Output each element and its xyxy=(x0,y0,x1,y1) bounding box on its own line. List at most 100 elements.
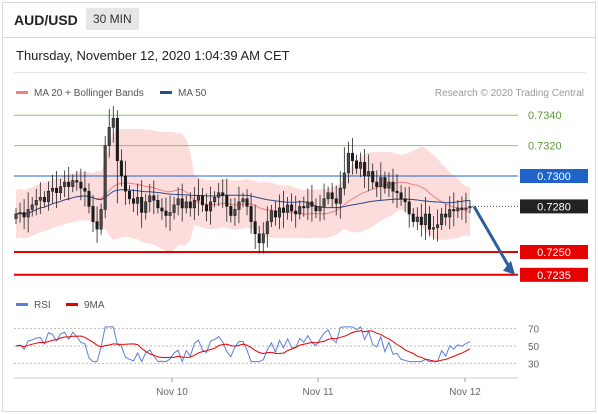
candle-body xyxy=(136,197,140,204)
legend-ma50: MA 50 xyxy=(160,88,206,99)
level-label-0.7300: 0.7300 xyxy=(537,171,571,183)
candle-body xyxy=(152,195,156,201)
x-tick-label: Nov 11 xyxy=(303,387,334,398)
candle-body xyxy=(342,172,346,189)
candle-body xyxy=(18,212,22,215)
candle-body xyxy=(273,210,277,218)
candle-body xyxy=(350,152,354,162)
candle-body xyxy=(359,162,363,169)
candle-body xyxy=(184,201,188,209)
candle-body xyxy=(363,162,367,177)
level-tag-0.7250 xyxy=(520,245,588,259)
candle-body xyxy=(127,190,132,200)
candle-body xyxy=(379,177,383,187)
candle-body xyxy=(436,224,440,228)
symbol-title: AUD/USD xyxy=(14,12,78,28)
candle-body xyxy=(286,204,290,213)
candle-body xyxy=(107,127,111,146)
candle-body xyxy=(334,198,338,204)
candle-body xyxy=(95,221,99,230)
level-label-0.7250: 0.7250 xyxy=(537,247,571,259)
legend-rsi-swatch xyxy=(16,302,28,306)
candle-body xyxy=(346,152,350,174)
candle-body xyxy=(30,204,34,210)
candle-body xyxy=(448,209,452,218)
x-tick-label: Nov 10 xyxy=(156,387,188,398)
level-label-0.7340: 0.7340 xyxy=(528,110,562,122)
candle-body xyxy=(367,171,371,177)
candle-body xyxy=(87,190,91,207)
candle-body xyxy=(200,195,204,206)
legend-rsi: RSI xyxy=(16,300,51,311)
candle-body xyxy=(306,201,310,209)
rsi-tick-70: 70 xyxy=(528,325,540,336)
current-price-label: 0.7280 xyxy=(537,201,571,213)
candle-body xyxy=(192,200,196,209)
candle-body xyxy=(269,210,273,222)
candle-body xyxy=(83,187,87,192)
candle-body xyxy=(209,201,213,212)
level-label-0.7235: 0.7235 xyxy=(537,270,571,282)
candle-body xyxy=(22,212,26,218)
candle-body xyxy=(38,197,42,201)
bollinger-band xyxy=(16,128,470,252)
candle-body xyxy=(213,197,217,203)
candle-body xyxy=(415,216,419,222)
candle-body xyxy=(371,171,375,183)
legend-ma20-label: MA 20 + Bollinger Bands xyxy=(34,88,144,99)
candle-body xyxy=(249,206,253,222)
candle-body xyxy=(314,206,318,212)
candle-body xyxy=(59,186,63,193)
candle-body xyxy=(253,221,257,235)
candle-body xyxy=(411,213,415,222)
candle-body xyxy=(14,213,18,219)
candle-body xyxy=(99,209,103,230)
timestamp: Thursday, November 12, 2020 1:04:39 AM C… xyxy=(16,48,290,63)
candle-body xyxy=(71,180,75,187)
candle-body xyxy=(75,180,79,183)
candle-body xyxy=(205,204,209,212)
forecast-arrow-head xyxy=(503,260,515,275)
legend-ma20-swatch xyxy=(16,90,28,94)
candle-body xyxy=(115,117,119,162)
candle-body xyxy=(407,201,411,215)
candle-body xyxy=(196,195,200,201)
candle-body xyxy=(265,221,269,235)
candle-body xyxy=(302,206,306,209)
candles-group xyxy=(14,106,472,254)
candle-body xyxy=(50,187,54,192)
candle-body xyxy=(257,233,261,244)
candle-body xyxy=(55,187,59,193)
candle-body xyxy=(144,201,148,213)
candle-body xyxy=(452,209,456,212)
candle-body xyxy=(383,177,387,189)
candle-body xyxy=(261,233,265,244)
candle-body xyxy=(103,145,107,210)
candle-body xyxy=(444,213,448,218)
candle-body xyxy=(241,198,245,203)
legend-rsi-label: RSI xyxy=(34,300,51,311)
candle-body xyxy=(423,213,427,225)
credit-text: Research © 2020 Trading Central xyxy=(434,88,584,99)
candle-body xyxy=(338,187,342,204)
candle-body xyxy=(277,207,281,218)
candle-body xyxy=(245,198,249,207)
timeframe-badge[interactable]: 30 MIN xyxy=(86,8,139,30)
candle-body xyxy=(176,198,180,206)
candle-body xyxy=(310,201,314,207)
candle-body xyxy=(468,206,472,209)
divider xyxy=(14,72,586,73)
candle-body xyxy=(290,204,294,212)
candle-body xyxy=(419,216,423,225)
candle-body xyxy=(188,201,192,209)
candle-body xyxy=(132,198,136,204)
candle-body xyxy=(456,207,460,212)
candle-body xyxy=(229,206,233,216)
candle-body xyxy=(399,192,403,200)
candle-body xyxy=(432,227,436,230)
candle-body xyxy=(282,207,286,213)
legend-9ma-label: 9MA xyxy=(84,300,105,311)
candle-body xyxy=(63,181,67,187)
candle-body xyxy=(148,195,152,203)
